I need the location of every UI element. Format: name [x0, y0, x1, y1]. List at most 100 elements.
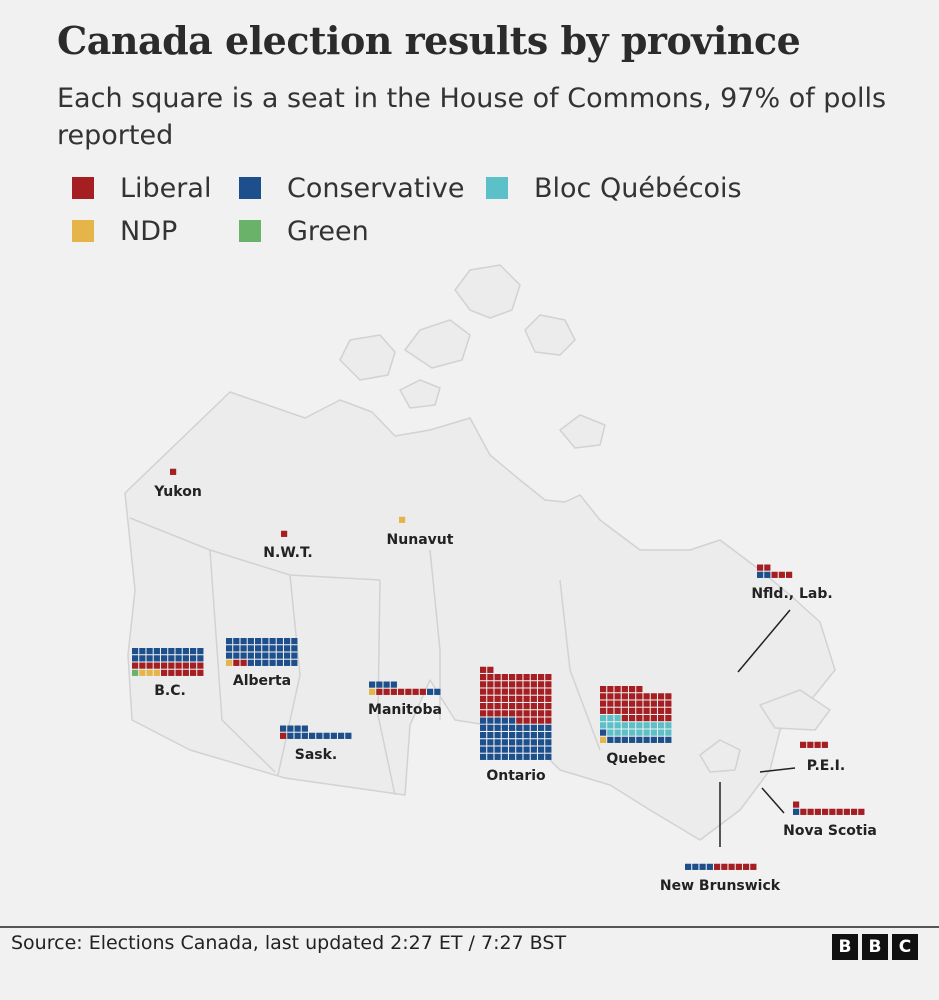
- seat-liberal: [538, 674, 545, 681]
- seat-liberal: [501, 710, 508, 717]
- seat-liberal: [509, 688, 516, 695]
- seat-conservative: [494, 746, 501, 753]
- seat-conservative: [545, 746, 552, 753]
- seat-liberal: [487, 681, 494, 688]
- seat-liberal: [175, 662, 182, 669]
- seat-conservative: [523, 724, 530, 731]
- region-label-sask: Sask.: [295, 747, 338, 763]
- seat-conservative: [190, 648, 197, 655]
- seat-bloc-qu-b-cois: [600, 722, 607, 729]
- region-label-nunavut: Nunavut: [387, 532, 454, 548]
- seat-liberal: [650, 700, 657, 707]
- seat-liberal: [607, 707, 614, 714]
- seat-conservative: [284, 652, 291, 659]
- seat-liberal: [523, 717, 530, 724]
- seat-liberal: [814, 741, 821, 748]
- seat-liberal: [643, 700, 650, 707]
- seat-conservative: [480, 753, 487, 760]
- seat-liberal: [822, 808, 829, 815]
- seat-conservative: [501, 717, 508, 724]
- waffle-alberta: [226, 638, 298, 666]
- seat-liberal: [516, 688, 523, 695]
- seat-conservative: [182, 648, 189, 655]
- seat-liberal: [494, 695, 501, 702]
- seat-liberal: [405, 688, 412, 695]
- seat-liberal: [501, 695, 508, 702]
- seat-liberal: [793, 801, 800, 808]
- seat-conservative: [287, 732, 294, 739]
- seat-conservative: [294, 732, 301, 739]
- seat-liberal: [509, 710, 516, 717]
- seat-liberal: [530, 681, 537, 688]
- seat-liberal: [509, 695, 516, 702]
- seat-liberal: [398, 688, 405, 695]
- seat-conservative: [501, 753, 508, 760]
- seat-liberal: [509, 703, 516, 710]
- seat-conservative: [487, 717, 494, 724]
- legend-item-ndp: NDP: [72, 211, 177, 251]
- seat-liberal: [538, 703, 545, 710]
- seat-conservative: [262, 645, 269, 652]
- seat-liberal: [480, 674, 487, 681]
- seat-conservative: [509, 739, 516, 746]
- seat-conservative: [545, 753, 552, 760]
- seat-liberal: [650, 715, 657, 722]
- seat-conservative: [226, 645, 233, 652]
- region-label-alberta: Alberta: [233, 673, 291, 689]
- seat-liberal: [750, 863, 757, 870]
- seat-liberal: [629, 707, 636, 714]
- seat-liberal: [607, 686, 614, 693]
- seat-conservative: [516, 724, 523, 731]
- seat-bloc-qu-b-cois: [629, 722, 636, 729]
- waffle-nfld-lab: [757, 564, 793, 578]
- legend-item-bloc: Bloc Québécois: [486, 168, 742, 208]
- seat-liberal: [607, 700, 614, 707]
- seat-conservative: [330, 732, 337, 739]
- seat-liberal: [621, 715, 628, 722]
- seat-conservative: [291, 652, 298, 659]
- seat-conservative: [501, 739, 508, 746]
- seat-liberal: [153, 662, 160, 669]
- canada-map-chart: Yukon N.W.T. Nunavut B.C. Alberta Sask. …: [124, 264, 877, 894]
- seat-conservative: [530, 724, 537, 731]
- seat-liberal: [523, 688, 530, 695]
- seat-squares: [132, 468, 865, 870]
- seat-liberal: [621, 707, 628, 714]
- seat-liberal: [621, 700, 628, 707]
- seat-liberal: [807, 741, 814, 748]
- seat-liberal: [523, 681, 530, 688]
- seat-liberal: [197, 669, 204, 676]
- waffle-sask: [280, 725, 352, 739]
- seat-conservative: [269, 638, 276, 645]
- seat-conservative: [369, 681, 376, 688]
- legend-swatch-conservative: [239, 177, 261, 199]
- seat-conservative: [494, 724, 501, 731]
- seat-liberal: [240, 659, 247, 666]
- region-label-nfld: Nfld., Lab.: [751, 586, 832, 602]
- seat-liberal: [494, 710, 501, 717]
- seat-liberal: [523, 695, 530, 702]
- seat-liberal: [197, 662, 204, 669]
- seat-liberal: [858, 808, 865, 815]
- seat-conservative: [530, 739, 537, 746]
- seat-liberal: [161, 662, 168, 669]
- seat-conservative: [240, 652, 247, 659]
- seat-conservative: [190, 655, 197, 662]
- seat-conservative: [706, 863, 713, 870]
- seat-bloc-qu-b-cois: [636, 722, 643, 729]
- seat-liberal: [168, 669, 175, 676]
- seat-conservative: [168, 655, 175, 662]
- seat-conservative: [161, 648, 168, 655]
- seat-conservative: [636, 736, 643, 743]
- seat-bloc-qu-b-cois: [665, 722, 672, 729]
- legend-swatch-green: [239, 220, 261, 242]
- region-labels: Yukon N.W.T. Nunavut B.C. Alberta Sask. …: [153, 484, 877, 894]
- seat-liberal: [170, 468, 177, 475]
- seat-bloc-qu-b-cois: [614, 715, 621, 722]
- seat-conservative: [480, 739, 487, 746]
- seat-bloc-qu-b-cois: [643, 729, 650, 736]
- seat-conservative: [501, 724, 508, 731]
- seat-conservative: [487, 753, 494, 760]
- seat-conservative: [276, 645, 283, 652]
- bbc-logo-letter: B: [862, 934, 888, 960]
